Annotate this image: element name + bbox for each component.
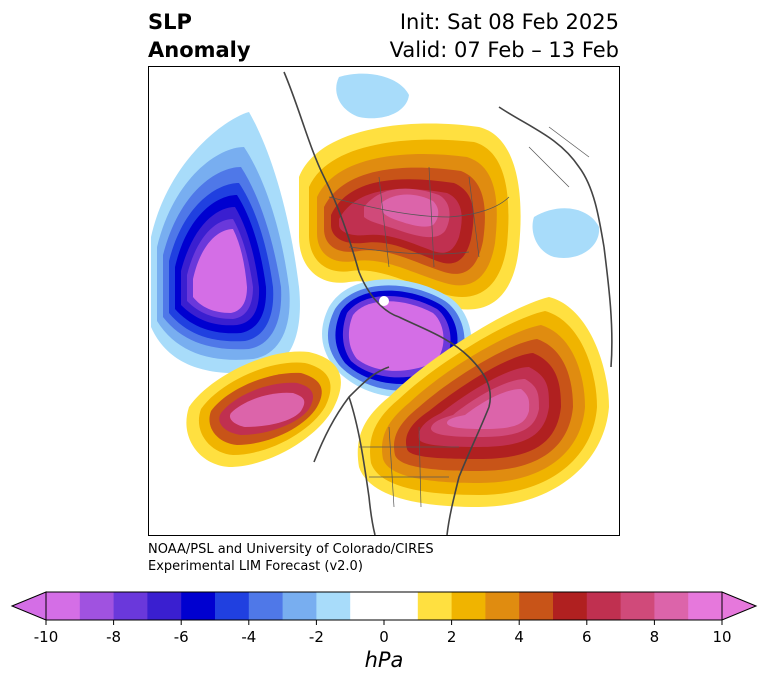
colorbar-tick-label: -8 xyxy=(106,628,122,646)
colorbar-swatch xyxy=(654,592,689,620)
colorbar-extend-max xyxy=(721,591,758,621)
credit-text: NOAA/PSL and University of Colorado/CIRE… xyxy=(148,541,434,575)
anomaly-map xyxy=(149,67,619,535)
colorbar-swatch xyxy=(451,592,486,620)
positive-anomaly-subtropical-pacific xyxy=(186,351,341,467)
positive-anomaly-north-atlantic-europe xyxy=(357,297,609,507)
colorbar-extend-min xyxy=(10,591,47,621)
colorbar-tick-label: 4 xyxy=(514,628,524,646)
colorbar-tick-label: -10 xyxy=(33,628,59,646)
positive-anomaly-siberia xyxy=(299,123,521,310)
colorbar xyxy=(0,586,768,626)
colorbar-swatch xyxy=(519,592,554,620)
colorbar-swatch xyxy=(248,592,284,620)
colorbar-tick-label: -6 xyxy=(173,628,189,646)
colorbar-tick-label: 10 xyxy=(712,628,732,646)
title-quantity: Anomaly xyxy=(148,38,251,62)
init-date: Init: Sat 08 Feb 2025 xyxy=(399,10,619,34)
title-left: SLP Anomaly xyxy=(148,8,251,64)
country-borders xyxy=(328,126,590,508)
colorbar-swatch xyxy=(350,592,385,620)
colorbar-swatch xyxy=(417,592,453,620)
colorbar-tick-label: -4 xyxy=(241,628,257,646)
colorbar-swatch xyxy=(316,592,351,620)
title-field: SLP xyxy=(148,10,192,34)
colorbar-swatch xyxy=(215,592,250,620)
north-pole-marker xyxy=(379,296,389,306)
colorbar-swatch xyxy=(688,592,723,620)
colorbar-tick-label: 6 xyxy=(582,628,592,646)
map-panel xyxy=(148,66,620,536)
title-right: Init: Sat 08 Feb 2025 Valid: 07 Feb – 13… xyxy=(390,8,619,64)
colorbar-swatch xyxy=(553,592,588,620)
colorbar-swatch xyxy=(282,592,317,620)
colorbar-ticks: -10 -8 -6 -4 -2 0 2 4 6 8 10 xyxy=(0,626,768,648)
colorbar-tick-label: -2 xyxy=(308,628,324,646)
colorbar-swatch xyxy=(113,592,148,620)
colorbar-swatch xyxy=(79,592,115,620)
colorbar-swatch xyxy=(181,592,216,620)
negative-anomaly-indian-patch xyxy=(336,73,409,119)
colorbar-unit-label: hPa xyxy=(364,648,404,672)
credit-line-1: NOAA/PSL and University of Colorado/CIRE… xyxy=(148,542,434,557)
colorbar-tick-label: 2 xyxy=(446,628,457,646)
negative-anomaly-europe-patch xyxy=(532,208,600,258)
negative-anomaly-north-pacific xyxy=(151,112,300,374)
credit-line-2: Experimental LIM Forecast (v2.0) xyxy=(148,559,363,574)
coastlines xyxy=(283,71,613,535)
colorbar-swatch xyxy=(46,592,81,620)
colorbar-swatch xyxy=(620,592,655,620)
colorbar-swatch xyxy=(485,592,520,620)
colorbar-swatch xyxy=(384,592,419,620)
colorbar-swatch xyxy=(586,592,622,620)
valid-dates: Valid: 07 Feb – 13 Feb xyxy=(389,38,619,62)
colorbar-tick-label: 8 xyxy=(649,628,660,646)
colorbar-swatch xyxy=(147,592,182,620)
colorbar-tick-label: 0 xyxy=(379,628,389,646)
colorbar-svg xyxy=(10,591,758,625)
